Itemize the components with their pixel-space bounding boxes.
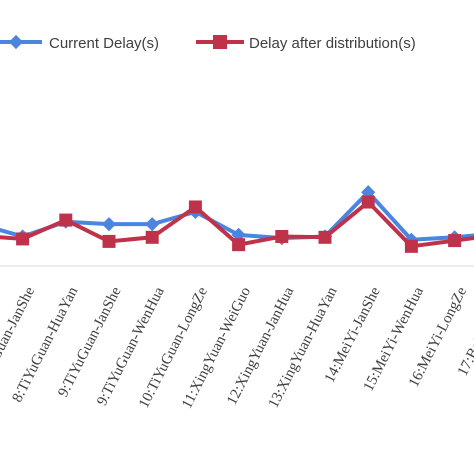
data-point-delay-after-distribution-s-6 [145,230,159,244]
legend-label-delay-after-distribution: Delay after distribution(s) [249,35,416,52]
legend-item-delay-after-distribution: Delay after distribution(s) [196,35,416,52]
data-point-current-delay-s-6 [145,217,160,232]
plot-area [0,185,474,253]
data-point-current-delay-s-5 [101,217,117,232]
x-axis-tick-labels: 4:ShuangHua5:ShuangHua-LongZe6:ShuangHua… [0,284,474,411]
data-point-delay-after-distribution-s-8 [232,238,246,252]
data-point-delay-after-distribution-s-9 [275,229,289,243]
legend-label-current-delay: Current Delay(s) [49,35,159,52]
data-point-delay-after-distribution-s-5 [102,234,116,248]
data-point-delay-after-distribution-s-3 [16,232,30,246]
data-point-delay-after-distribution-s-12 [404,239,418,253]
legend-item-current-delay: Current Delay(s) [0,34,159,52]
data-point-delay-after-distribution-s-10 [318,230,332,244]
data-point-delay-after-distribution-s-13 [448,234,462,248]
data-point-delay-after-distribution-s-4 [59,213,73,227]
legend-marker-current-delay [8,34,24,50]
data-point-delay-after-distribution-s-7 [188,200,202,214]
legend: Current Delay(s) Delay after distributio… [0,34,416,52]
data-point-delay-after-distribution-s-11 [361,195,375,209]
legend-marker-delay-after-distribution [213,35,227,49]
